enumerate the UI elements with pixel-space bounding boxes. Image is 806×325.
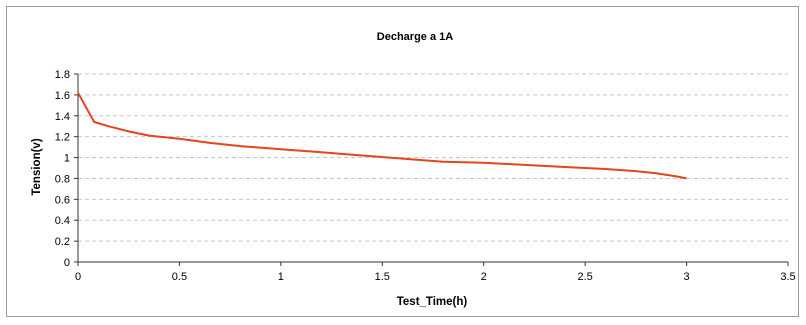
- x-tick-label: 3: [684, 271, 690, 283]
- chart-title: Decharge a 1A: [377, 31, 453, 43]
- x-tick-label: 1: [278, 271, 284, 283]
- x-tick-labels: 0 0.5 1 1.5 2 2.5 3 3.5: [75, 271, 796, 283]
- gridlines: [78, 73, 788, 242]
- x-tick-label: 2: [481, 271, 487, 283]
- chart-frame: [6, 6, 799, 317]
- y-tick-label: 0.2: [55, 236, 70, 248]
- x-axis-label: Test_Time(h): [397, 296, 468, 308]
- y-tick-labels: 0 0.2 0.4 0.6 0.8 1 1.2 1.4 1.6 1.8: [55, 69, 70, 269]
- x-tick-label: 0.5: [172, 271, 187, 283]
- y-tick-label: 0.6: [55, 194, 70, 206]
- series-group: [77, 92, 687, 180]
- y-tick-label: 0.4: [55, 215, 70, 227]
- y-tick-label: 1: [64, 153, 70, 165]
- x-tick-label: 1.5: [375, 271, 390, 283]
- x-tick-label: 3.5: [780, 271, 795, 283]
- x-tick-label: 0: [75, 271, 81, 283]
- y-tick-label: 1.2: [55, 132, 70, 144]
- y-tick-label: 0: [64, 257, 70, 269]
- y-tick-label: 1.8: [55, 69, 70, 81]
- y-tick-label: 1.4: [55, 111, 70, 123]
- series-line: [77, 92, 687, 180]
- y-tick-label: 1.6: [55, 90, 70, 102]
- y-tick-label: 0.8: [55, 173, 70, 185]
- y-axis-label: Tension(v): [31, 138, 43, 195]
- x-tick-label: 2.5: [577, 271, 592, 283]
- axes: [74, 73, 789, 266]
